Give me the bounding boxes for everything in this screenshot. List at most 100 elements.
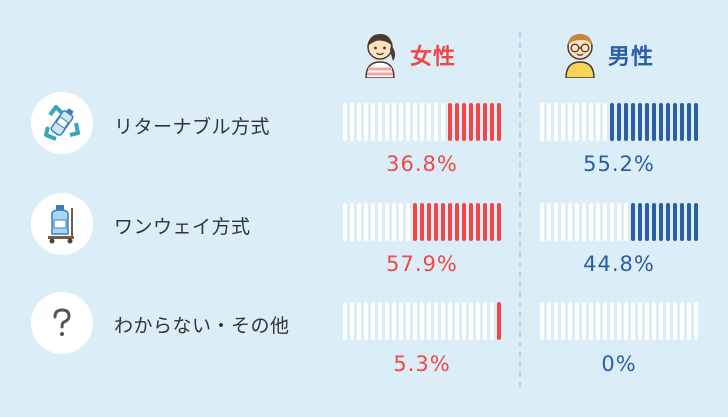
bar-segment	[540, 302, 544, 340]
bar-segment	[568, 302, 572, 340]
bar-segment	[385, 203, 389, 241]
bar-segment	[364, 203, 368, 241]
bar-segment	[617, 103, 621, 141]
bar-segment	[638, 103, 642, 141]
bar-segment	[589, 203, 593, 241]
bar-segment	[378, 203, 382, 241]
bar-segment	[357, 302, 361, 340]
bar-segment	[631, 302, 635, 340]
pct-male-one-way: 44.8%	[583, 252, 655, 276]
bar-segment	[673, 203, 677, 241]
bar-segment	[469, 203, 473, 241]
bar-segment	[413, 203, 417, 241]
bar-segment	[638, 302, 642, 340]
bar-male-returnable	[540, 103, 698, 141]
bar-segment	[610, 302, 614, 340]
bar-segment	[357, 103, 361, 141]
bar-segment	[659, 302, 663, 340]
bar-segment	[420, 103, 424, 141]
bar-segment	[490, 203, 494, 241]
bar-segment	[652, 103, 656, 141]
bar-segment	[603, 203, 607, 241]
bar-segment	[441, 302, 445, 340]
bar-segment	[357, 203, 361, 241]
bar-segment	[476, 103, 480, 141]
bar-segment	[694, 302, 698, 340]
bar-segment	[462, 103, 466, 141]
bar-segment	[610, 203, 614, 241]
bar-segment	[666, 203, 670, 241]
bar-segment	[568, 203, 572, 241]
column-divider	[519, 32, 521, 387]
bar-segment	[427, 103, 431, 141]
bar-segment	[575, 203, 579, 241]
bar-segment	[350, 302, 354, 340]
bar-segment	[490, 103, 494, 141]
bar-segment	[378, 103, 382, 141]
bar-segment	[624, 103, 628, 141]
bar-male-one-way	[540, 203, 698, 241]
pct-male-unknown-other: 0%	[601, 352, 637, 376]
bar-segment	[680, 103, 684, 141]
bar-segment	[392, 203, 396, 241]
bar-segment	[413, 302, 417, 340]
bar-segment	[420, 203, 424, 241]
returnable-bottle-recycle-icon	[31, 92, 93, 154]
bar-segment	[575, 302, 579, 340]
bar-segment	[596, 302, 600, 340]
bar-segment	[350, 103, 354, 141]
bar-male-unknown-other	[540, 302, 698, 340]
bar-segment	[652, 302, 656, 340]
bar-segment	[483, 302, 487, 340]
bar-segment	[364, 302, 368, 340]
bar-segment	[371, 302, 375, 340]
bar-segment	[631, 203, 635, 241]
bar-segment	[582, 203, 586, 241]
pct-male-returnable: 55.2%	[583, 152, 655, 176]
bar-segment	[469, 302, 473, 340]
bar-segment	[596, 203, 600, 241]
bar-segment	[427, 203, 431, 241]
bar-segment	[462, 203, 466, 241]
one-way-bottle-cart-icon	[31, 193, 93, 255]
bar-segment	[364, 103, 368, 141]
bar-segment	[589, 302, 593, 340]
bar-segment	[554, 103, 558, 141]
woman-icon	[360, 28, 400, 82]
bar-segment	[343, 302, 347, 340]
bar-segment	[680, 203, 684, 241]
bar-segment	[483, 103, 487, 141]
bar-segment	[483, 203, 487, 241]
pct-female-returnable: 36.8%	[386, 152, 458, 176]
bar-segment	[547, 203, 551, 241]
bar-segment	[455, 302, 459, 340]
bar-segment	[694, 203, 698, 241]
bar-segment	[596, 103, 600, 141]
bar-segment	[638, 203, 642, 241]
bar-segment	[399, 203, 403, 241]
bar-segment	[659, 103, 663, 141]
bar-segment	[350, 203, 354, 241]
bar-segment	[554, 302, 558, 340]
bar-segment	[624, 302, 628, 340]
bar-segment	[673, 302, 677, 340]
bar-segment	[385, 103, 389, 141]
pct-female-one-way: 57.9%	[386, 252, 458, 276]
bar-segment	[589, 103, 593, 141]
row-label-unknown-other: わからない・その他	[114, 315, 290, 337]
row-label-returnable: リターナブル方式	[114, 116, 271, 138]
bar-segment	[497, 203, 501, 241]
bar-female-returnable	[343, 103, 501, 141]
bar-segment	[490, 302, 494, 340]
bar-segment	[540, 103, 544, 141]
bar-female-one-way	[343, 203, 501, 241]
bar-segment	[673, 103, 677, 141]
bar-segment	[385, 302, 389, 340]
bar-segment	[561, 203, 565, 241]
bar-segment	[399, 103, 403, 141]
bar-segment	[666, 302, 670, 340]
bar-segment	[680, 302, 684, 340]
bar-segment	[582, 103, 586, 141]
bar-segment	[378, 302, 382, 340]
bar-segment	[392, 302, 396, 340]
